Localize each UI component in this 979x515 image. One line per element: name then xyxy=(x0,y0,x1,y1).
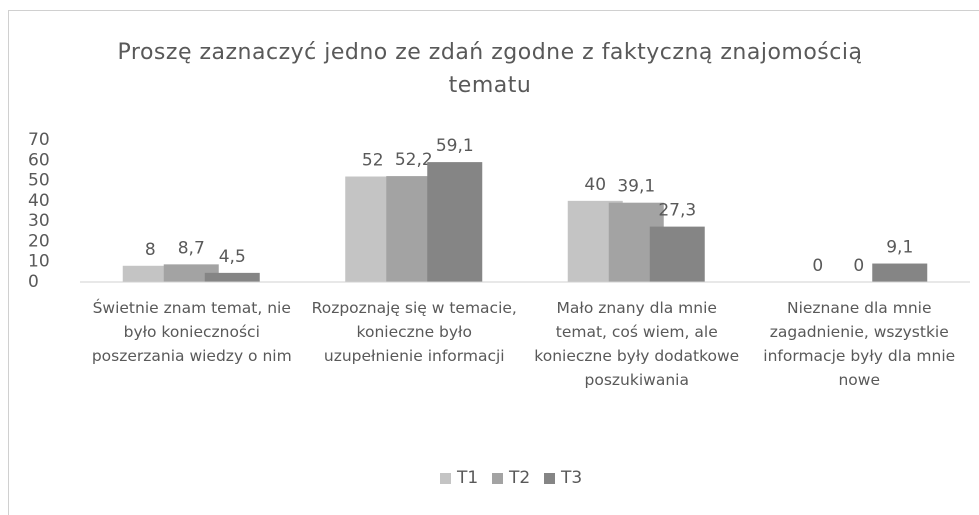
legend-label: T1 xyxy=(457,468,479,488)
legend-item: T1 xyxy=(440,468,478,488)
legend-item: T3 xyxy=(544,468,582,488)
legend-swatch xyxy=(544,472,555,484)
data-label: 52 xyxy=(362,151,384,171)
y-tick-label: 10 xyxy=(28,252,50,272)
data-label: 0 xyxy=(853,256,864,276)
legend-label: T2 xyxy=(509,468,531,488)
data-label: 40 xyxy=(584,175,606,195)
x-tick-label: Świetnie znam temat, nie było koniecznoś… xyxy=(91,299,292,365)
bar xyxy=(649,226,705,282)
y-tick-label: 50 xyxy=(28,171,50,191)
bar xyxy=(872,263,928,282)
data-label: 52,2 xyxy=(395,150,433,170)
y-tick-label: 0 xyxy=(28,272,39,292)
data-label: 8 xyxy=(145,240,156,260)
data-label: 27,3 xyxy=(658,201,696,221)
data-label: 4,5 xyxy=(219,247,246,267)
x-tick-label: Nieznane dla mnie zagadnienie, wszystkie… xyxy=(763,299,956,389)
legend-swatch xyxy=(492,472,503,484)
chart-title: Proszę zaznaczyć jedno ze zdań zgodne z … xyxy=(117,40,863,98)
bar xyxy=(204,272,260,282)
x-tick-label: Rozpoznaję się w temacie, konieczne było… xyxy=(311,299,517,365)
y-tick-label: 40 xyxy=(28,191,50,211)
bar xyxy=(427,162,483,282)
y-tick-label: 30 xyxy=(28,211,50,231)
chart-frame xyxy=(8,10,979,515)
data-label: 8,7 xyxy=(178,238,205,258)
legend-item: T2 xyxy=(492,468,530,488)
legend-label: T3 xyxy=(561,468,583,488)
y-tick-label: 60 xyxy=(28,150,50,170)
y-tick-label: 70 xyxy=(28,130,50,150)
data-label: 9,1 xyxy=(886,238,913,258)
legend-swatch xyxy=(440,472,451,484)
data-label: 39,1 xyxy=(617,177,655,197)
x-tick-label: Mało znany dla mnie temat, coś wiem, ale… xyxy=(534,299,740,389)
y-tick-label: 20 xyxy=(28,231,50,251)
data-label: 0 xyxy=(812,256,823,276)
data-label: 59,1 xyxy=(436,136,474,156)
